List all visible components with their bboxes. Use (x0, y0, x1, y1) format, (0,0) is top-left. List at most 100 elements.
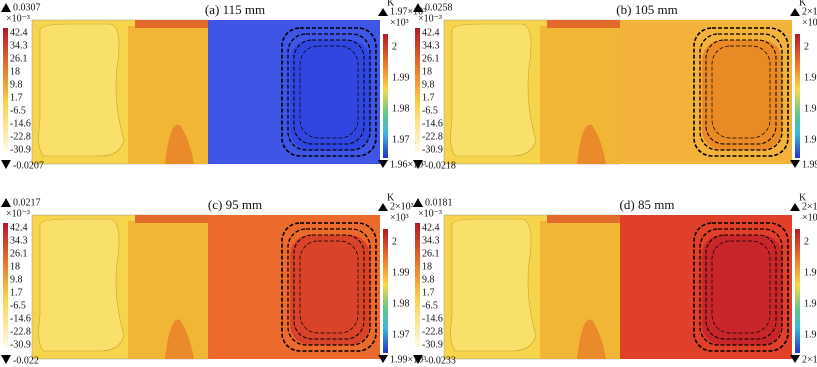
colorbar-tick-label: -30.9 (422, 144, 443, 155)
colorbar-tick-label: 2 (804, 236, 809, 247)
panel: (b) 105 mm 0.0258×10⁻³ 42.4 34.3 26.1 18 9.8 1.… (413, 0, 817, 171)
colorbar-max: 0.0307 (13, 2, 41, 13)
panel-title: (a) 115 mm (205, 2, 265, 17)
colorbar-tick-label: 1.98 (392, 298, 410, 309)
colorbar-min: 1.96×10³ (390, 159, 426, 170)
colorbar-scale: ×10³ (802, 17, 817, 28)
colorbar-tick-label: 1.98 (804, 103, 817, 114)
colorbar (383, 229, 388, 353)
colorbar-tick-label: 18 (10, 66, 20, 77)
colorbar-tick-label: -22.8 (422, 131, 443, 142)
colorbar-tick-label: 1.97 (804, 329, 817, 340)
colorbar-tick-label: 42.4 (422, 27, 440, 38)
colorbar-tick-label: -30.9 (10, 339, 31, 350)
colorbar-tick-label: -22.8 (10, 326, 31, 337)
panel-title: (c) 95 mm (208, 197, 262, 212)
colorbar-max: 1.97×10³ (390, 6, 426, 17)
left-field-top (135, 20, 208, 28)
panel-title: (d) 85 mm (620, 197, 675, 212)
right-field-core (290, 235, 370, 345)
colorbar-tick-label: -14.6 (10, 313, 31, 324)
colorbar-unit: K (799, 192, 807, 203)
colorbar-tick-label: 42.4 (10, 222, 28, 233)
arrow-up (413, 198, 423, 207)
colorbar-tick-label: 9.8 (422, 79, 435, 90)
right-field-core (702, 40, 782, 150)
colorbar-tick-label: 26.1 (10, 53, 28, 64)
colorbar-tick-label: 1.97 (392, 329, 410, 340)
colorbar-max: 2×10³ (802, 6, 817, 17)
colorbar-max: 2×10³ (390, 201, 414, 212)
colorbar (3, 28, 8, 152)
colorbar-min: -0.0233 (425, 355, 456, 366)
colorbar-tick-label: 26.1 (10, 248, 28, 259)
left-field-contour (450, 23, 537, 157)
left-field-zone (128, 221, 208, 359)
arrow-up (1, 198, 11, 207)
velocity-vortex (699, 228, 783, 346)
colorbar-tick-label: -6.5 (422, 105, 438, 116)
colorbar-tick-label: -14.6 (422, 313, 443, 324)
arrow-down (790, 355, 800, 363)
colorbar-tick-label: 1.98 (392, 103, 410, 114)
panel: (d) 85 mm 0.0181×10⁻³ 42.4 34.3 26.1 18 9.8 1.7… (413, 192, 817, 366)
arrow-down (413, 355, 423, 364)
colorbar-tick-label: 34.3 (422, 235, 440, 246)
velocity-vortex (293, 234, 365, 340)
colorbar-tick-label: 9.8 (10, 274, 23, 285)
left-field-top (547, 20, 620, 28)
colorbar-tick-label: -14.6 (10, 118, 31, 129)
left-field-zone (128, 26, 208, 164)
left-field-top (135, 215, 208, 223)
colorbar (415, 28, 420, 152)
colorbar-tick-label: -6.5 (10, 300, 26, 311)
colorbar-min: -0.0218 (425, 160, 456, 171)
left-field-zone (540, 221, 620, 359)
colorbar-tick-label: 1.7 (422, 92, 435, 103)
velocity-vortex (293, 39, 365, 145)
panel-title: (b) 105 mm (616, 2, 677, 17)
arrow-up (1, 3, 11, 12)
colorbar-scale: ×10⁻³ (418, 208, 442, 219)
left-field-top (547, 215, 620, 223)
colorbar-max: 2×10³ (802, 201, 817, 212)
arrow-up (413, 3, 423, 12)
colorbar-max: 0.0258 (425, 2, 453, 13)
colorbar-scale: ×10³ (802, 212, 817, 223)
arrow-down (378, 160, 388, 168)
colorbar-min: -0.022 (13, 355, 39, 366)
colorbar-tick-label: 18 (10, 261, 20, 272)
colorbar-min: -0.0207 (13, 160, 44, 171)
velocity-vortex (281, 27, 377, 157)
arrow-down (1, 355, 11, 364)
velocity-vortex (705, 234, 777, 340)
velocity-vortex (287, 228, 371, 346)
colorbar-tick-label: 18 (422, 261, 432, 272)
colorbar-tick-label: 42.4 (422, 222, 440, 233)
velocity-vortex (699, 33, 783, 151)
colorbar-tick-label: 1.98 (804, 298, 817, 309)
colorbar-tick-label: 1.97 (804, 134, 817, 145)
colorbar-tick-label: 1.7 (10, 92, 23, 103)
velocity-vortex (299, 240, 359, 334)
colorbar-tick-label: 34.3 (10, 235, 28, 246)
arrow-up (378, 203, 388, 211)
colorbar-max: 0.0217 (13, 197, 41, 208)
colorbar-unit: K (799, 0, 807, 8)
arrow-down (378, 355, 388, 363)
arrow-up (790, 8, 800, 16)
colorbar-tick-label: -30.9 (422, 339, 443, 350)
colorbar-min: 1.99×10³ (802, 159, 817, 170)
colorbar (3, 223, 8, 347)
left-field-contour (38, 23, 125, 157)
left-field-contour (450, 218, 537, 352)
colorbar-tick-label: -14.6 (422, 118, 443, 129)
colorbar-tick-label: 1.99 (804, 72, 817, 83)
velocity-vortex (693, 27, 789, 157)
colorbar-tick-label: 1.99 (392, 72, 410, 83)
colorbar (795, 34, 800, 158)
velocity-vortex (705, 39, 777, 145)
colorbar-tick-label: -6.5 (422, 300, 438, 311)
colorbar-tick-label: 26.1 (422, 248, 440, 259)
colorbar-tick-label: 2 (392, 236, 397, 247)
